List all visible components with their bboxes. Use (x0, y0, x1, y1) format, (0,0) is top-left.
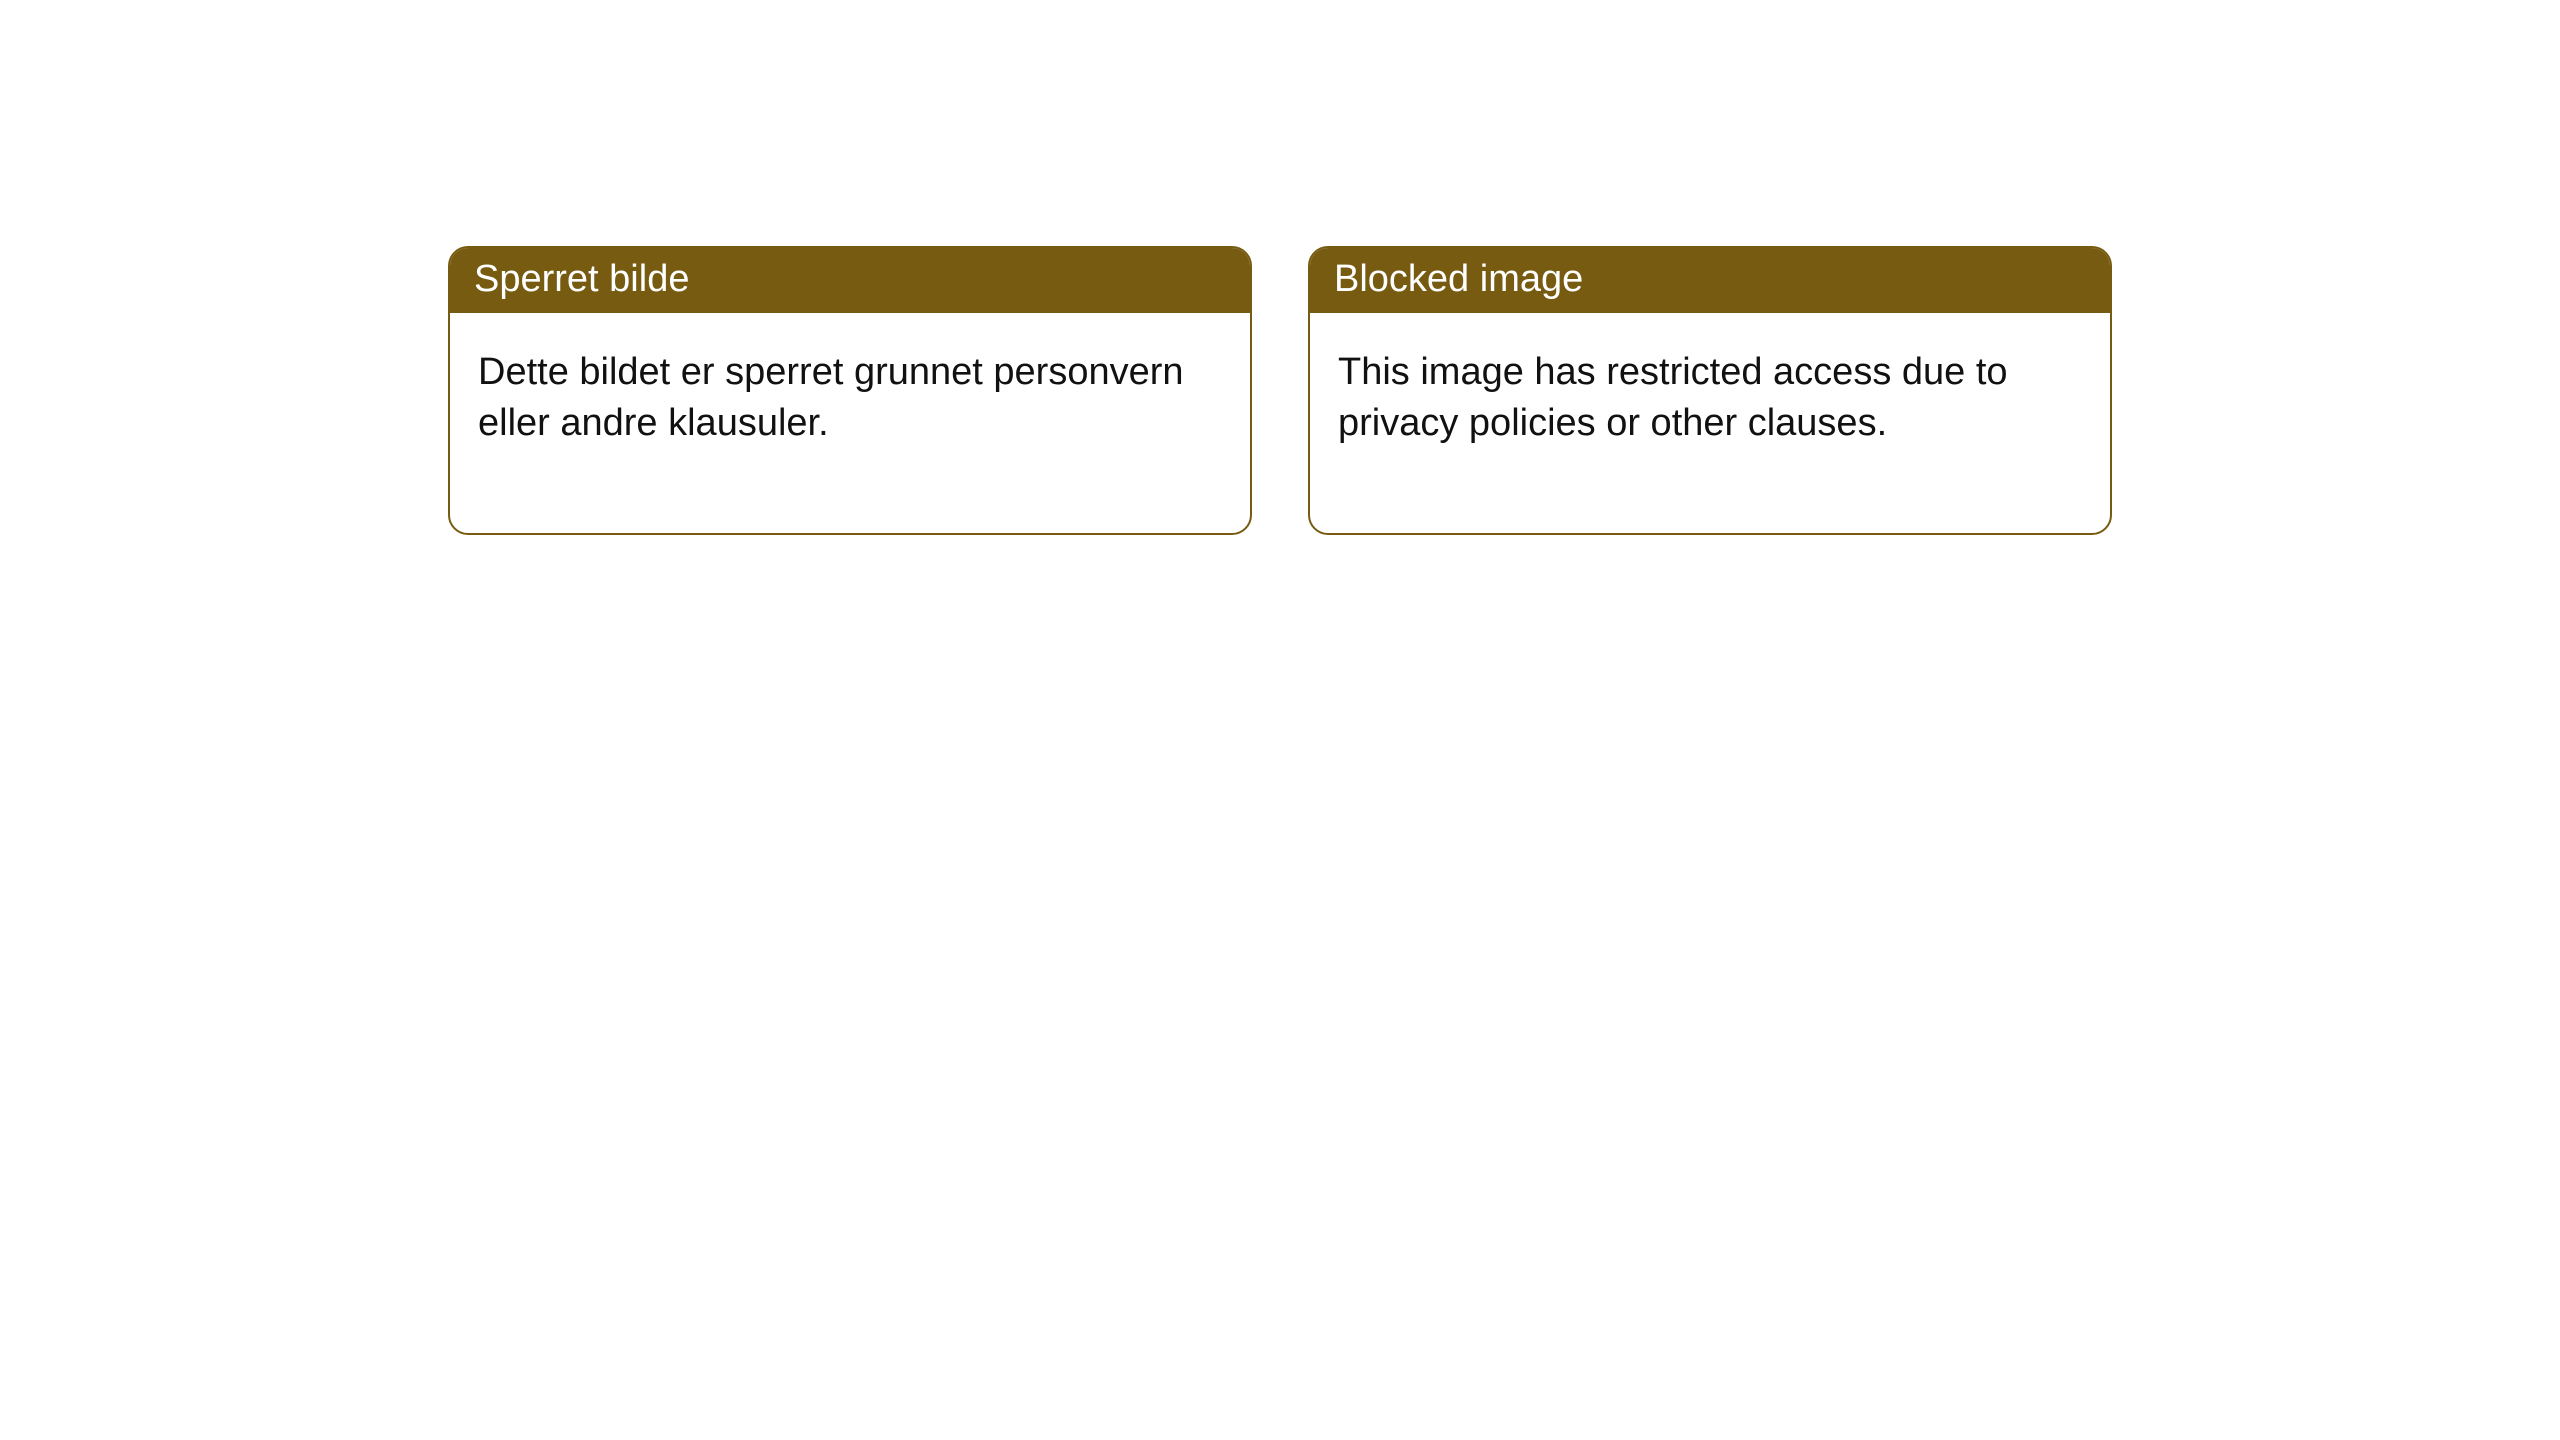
notice-card-title: Blocked image (1310, 248, 2110, 313)
notice-card-body: Dette bildet er sperret grunnet personve… (450, 313, 1250, 533)
notice-card-body: This image has restricted access due to … (1310, 313, 2110, 533)
notice-card-norwegian: Sperret bilde Dette bildet er sperret gr… (448, 246, 1252, 535)
notice-card-container: Sperret bilde Dette bildet er sperret gr… (0, 0, 2560, 535)
notice-card-title: Sperret bilde (450, 248, 1250, 313)
notice-card-english: Blocked image This image has restricted … (1308, 246, 2112, 535)
